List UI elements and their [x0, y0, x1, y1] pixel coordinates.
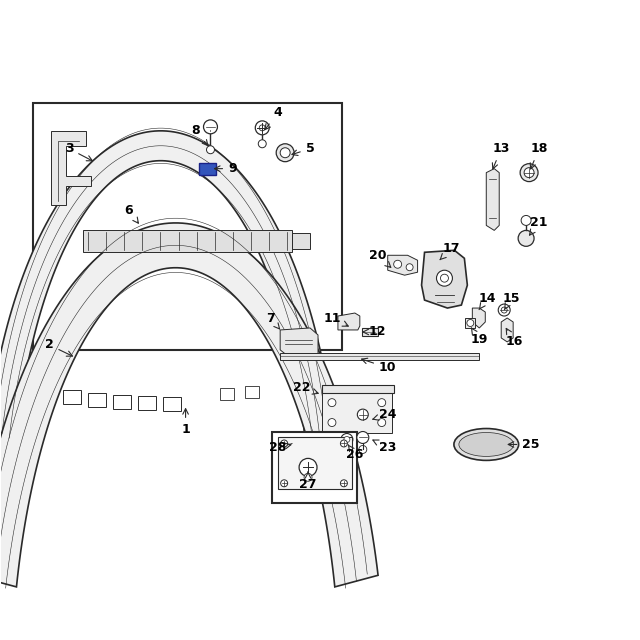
- Text: 24: 24: [373, 408, 396, 421]
- Text: 7: 7: [266, 312, 280, 329]
- Circle shape: [281, 480, 287, 487]
- Text: 14: 14: [479, 292, 496, 310]
- Circle shape: [328, 419, 336, 426]
- Text: 26: 26: [346, 445, 364, 461]
- Text: 28: 28: [269, 441, 291, 454]
- Circle shape: [378, 399, 386, 406]
- Bar: [63, 390, 81, 404]
- Circle shape: [259, 140, 266, 148]
- Ellipse shape: [454, 429, 518, 460]
- Circle shape: [328, 399, 336, 406]
- Circle shape: [344, 436, 350, 442]
- Text: 22: 22: [293, 381, 318, 394]
- Circle shape: [518, 230, 534, 246]
- Circle shape: [524, 168, 534, 178]
- Circle shape: [259, 125, 265, 131]
- Circle shape: [520, 164, 538, 182]
- Text: 5: 5: [292, 142, 314, 156]
- Bar: [322, 393, 392, 433]
- Polygon shape: [51, 131, 91, 205]
- Bar: [33, 103, 342, 350]
- Text: 8: 8: [191, 124, 208, 146]
- Circle shape: [357, 431, 369, 444]
- Circle shape: [281, 440, 287, 447]
- Circle shape: [394, 260, 402, 268]
- Polygon shape: [422, 250, 467, 308]
- Circle shape: [276, 144, 294, 162]
- Bar: [88, 393, 106, 406]
- Text: 3: 3: [65, 142, 92, 161]
- Ellipse shape: [459, 433, 514, 456]
- Circle shape: [359, 445, 367, 453]
- Text: 19: 19: [470, 328, 488, 346]
- Text: 27: 27: [300, 472, 317, 491]
- Bar: [138, 396, 156, 410]
- Circle shape: [521, 216, 531, 225]
- Circle shape: [467, 319, 474, 326]
- Circle shape: [255, 121, 269, 135]
- Polygon shape: [486, 169, 499, 230]
- Bar: [83, 230, 292, 252]
- Text: 9: 9: [214, 162, 237, 175]
- Polygon shape: [280, 328, 318, 360]
- Circle shape: [207, 146, 214, 154]
- Circle shape: [378, 419, 386, 426]
- Text: 23: 23: [373, 440, 396, 454]
- Text: 2: 2: [45, 339, 72, 356]
- PathPatch shape: [0, 223, 378, 587]
- Circle shape: [340, 480, 348, 487]
- Circle shape: [357, 409, 368, 420]
- Polygon shape: [388, 255, 417, 275]
- Text: 6: 6: [125, 204, 138, 223]
- Bar: [322, 385, 394, 393]
- Circle shape: [341, 433, 353, 445]
- Polygon shape: [338, 313, 360, 330]
- Bar: [113, 395, 131, 408]
- Text: 16: 16: [506, 328, 523, 348]
- Bar: [280, 353, 479, 360]
- Text: 25: 25: [508, 438, 540, 451]
- Bar: [292, 234, 310, 250]
- Text: 17: 17: [440, 242, 460, 260]
- Polygon shape: [472, 308, 485, 328]
- Text: 13: 13: [492, 142, 510, 169]
- Circle shape: [204, 120, 218, 134]
- Circle shape: [340, 440, 348, 447]
- Circle shape: [406, 264, 413, 271]
- Text: 18: 18: [530, 142, 548, 169]
- Text: 15: 15: [502, 292, 520, 310]
- Text: 1: 1: [181, 409, 190, 436]
- Text: 21: 21: [529, 216, 548, 235]
- Circle shape: [304, 474, 312, 481]
- Bar: [362, 328, 378, 336]
- Text: 20: 20: [369, 249, 391, 268]
- Text: 11: 11: [323, 312, 348, 326]
- Bar: [163, 397, 180, 411]
- Circle shape: [440, 274, 449, 282]
- Text: 10: 10: [362, 358, 396, 374]
- Circle shape: [299, 458, 317, 476]
- Text: 4: 4: [265, 106, 282, 130]
- Circle shape: [498, 304, 510, 316]
- PathPatch shape: [0, 131, 334, 437]
- Circle shape: [280, 148, 290, 157]
- Bar: [278, 438, 352, 489]
- Circle shape: [501, 307, 507, 313]
- Bar: [465, 318, 476, 328]
- Polygon shape: [501, 318, 513, 342]
- Bar: [245, 386, 259, 397]
- Bar: [220, 388, 234, 399]
- Text: 12: 12: [363, 326, 387, 339]
- Bar: [272, 431, 357, 503]
- Circle shape: [436, 270, 452, 286]
- Bar: [198, 163, 216, 175]
